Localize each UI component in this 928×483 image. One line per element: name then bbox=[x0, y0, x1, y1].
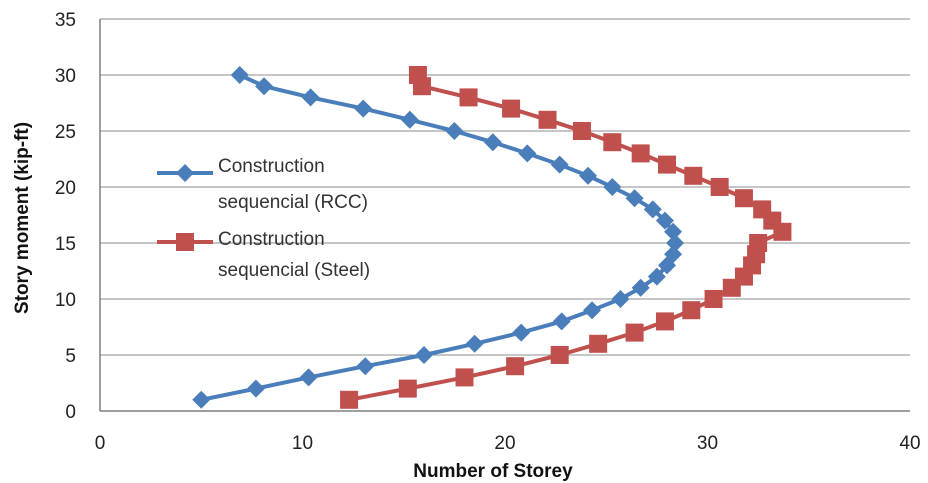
data-point bbox=[583, 301, 602, 320]
legend-swatch-marker bbox=[176, 164, 194, 182]
data-point bbox=[415, 346, 433, 364]
data-point bbox=[603, 178, 622, 196]
data-point bbox=[230, 66, 249, 84]
data-point bbox=[246, 379, 265, 398]
x-tick-label: 20 bbox=[494, 433, 515, 454]
data-point bbox=[579, 166, 598, 185]
data-point bbox=[749, 234, 768, 252]
y-tick-label: 15 bbox=[55, 234, 76, 255]
data-point bbox=[666, 234, 685, 252]
data-point bbox=[459, 88, 478, 107]
data-point bbox=[664, 245, 683, 264]
legend-label: sequencial (Steel) bbox=[218, 260, 370, 281]
series-1 bbox=[192, 66, 685, 409]
data-point bbox=[625, 323, 644, 342]
data-point bbox=[299, 368, 318, 387]
data-point bbox=[465, 334, 484, 353]
y-axis-title: Story moment (kip-ft) bbox=[12, 122, 33, 314]
series-2 bbox=[340, 66, 792, 409]
y-tick-label: 10 bbox=[55, 290, 76, 311]
data-point bbox=[512, 323, 531, 342]
data-point bbox=[518, 144, 537, 163]
data-point bbox=[655, 312, 674, 331]
legend-item-1: Construction sequencial (RCC) bbox=[157, 156, 368, 213]
data-point bbox=[483, 133, 502, 152]
legend-item-2: Construction sequencial (Steel) bbox=[157, 229, 370, 281]
y-tick-label: 5 bbox=[65, 346, 76, 367]
data-point bbox=[340, 390, 359, 409]
data-point bbox=[445, 122, 464, 140]
data-point bbox=[704, 290, 723, 308]
data-point bbox=[643, 200, 662, 219]
data-point bbox=[655, 211, 674, 230]
data-point bbox=[753, 200, 772, 219]
data-point bbox=[647, 267, 666, 286]
data-point bbox=[710, 178, 729, 196]
data-point bbox=[589, 334, 608, 353]
data-point bbox=[684, 166, 703, 185]
y-tick-label: 20 bbox=[55, 178, 76, 199]
data-point bbox=[455, 368, 474, 387]
data-point bbox=[550, 155, 569, 174]
data-point bbox=[631, 278, 650, 297]
data-point bbox=[625, 189, 644, 208]
x-tick-label: 10 bbox=[292, 433, 313, 454]
y-tick-label: 30 bbox=[55, 66, 76, 87]
y-tick-label: 35 bbox=[55, 10, 76, 31]
data-point bbox=[301, 88, 320, 107]
legend-swatch-marker bbox=[176, 233, 194, 251]
x-tick-label: 30 bbox=[697, 433, 718, 454]
data-point bbox=[506, 357, 525, 376]
data-point bbox=[192, 390, 211, 409]
data-point bbox=[356, 357, 375, 376]
x-tick-label: 0 bbox=[95, 433, 106, 454]
data-point bbox=[631, 144, 650, 163]
data-point bbox=[664, 222, 683, 241]
data-point bbox=[398, 379, 417, 398]
data-point bbox=[611, 290, 630, 308]
legend-label: Construction bbox=[218, 229, 325, 250]
x-axis-title: Number of Storey bbox=[413, 461, 573, 482]
tick-labels: 0 5 10 15 20 25 30 35 0 10 20 30 40 bbox=[55, 10, 921, 454]
data-point bbox=[682, 301, 701, 320]
data-point bbox=[550, 346, 569, 364]
legend-label: Construction bbox=[218, 156, 325, 177]
data-point bbox=[354, 99, 373, 118]
y-tick-label: 25 bbox=[55, 122, 76, 143]
y-tick-label: 0 bbox=[65, 402, 76, 423]
data-point bbox=[658, 155, 676, 174]
data-point bbox=[400, 110, 419, 129]
data-point bbox=[734, 189, 753, 208]
grid-lines bbox=[100, 18, 910, 356]
data-point bbox=[408, 66, 427, 84]
data-point bbox=[603, 133, 622, 152]
data-point bbox=[572, 122, 591, 140]
data-point bbox=[552, 312, 571, 331]
legend-label: sequencial (RCC) bbox=[218, 192, 368, 213]
series-layer bbox=[192, 66, 792, 409]
data-point bbox=[502, 99, 521, 118]
x-tick-label: 40 bbox=[899, 433, 920, 454]
axes bbox=[99, 19, 910, 412]
data-point bbox=[538, 110, 557, 129]
data-point bbox=[255, 77, 274, 96]
